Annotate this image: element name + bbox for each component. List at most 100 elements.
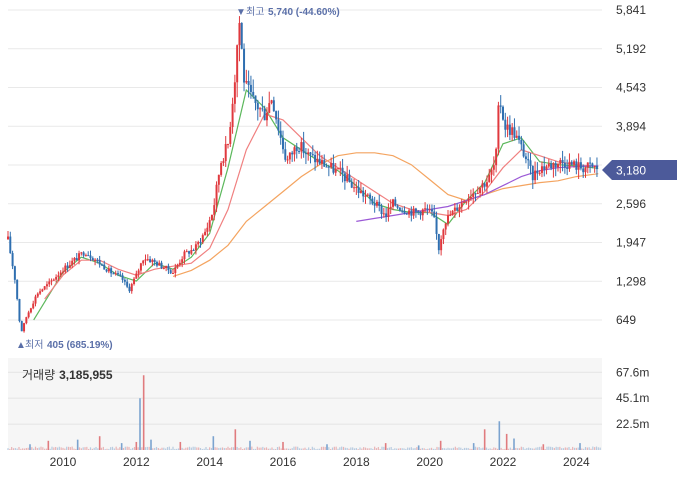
volume-bar [18, 446, 20, 450]
volume-bar [106, 448, 108, 450]
candle-body [43, 286, 46, 290]
volume-bar [130, 448, 132, 450]
volume-bar [220, 447, 222, 450]
volume-bar [31, 447, 33, 450]
candle-body [298, 151, 301, 153]
candle-body [403, 210, 406, 214]
x-tick-label: 2018 [343, 455, 370, 469]
volume-bar [359, 447, 361, 450]
candle-body [421, 209, 424, 216]
candle-body [130, 284, 133, 292]
volume-bar [141, 447, 143, 450]
volume-bar [62, 447, 64, 450]
volume-bar [264, 447, 266, 450]
volume-bar [551, 447, 554, 450]
candle-body [586, 162, 589, 168]
candle-body [408, 210, 411, 215]
volume-bar [374, 446, 376, 450]
candle-body [378, 201, 381, 206]
low-marker-value: 405 (685.19%) [47, 340, 113, 351]
candle-body [9, 236, 12, 254]
candle-body [508, 124, 511, 135]
candle-body [469, 197, 472, 199]
candle-body [385, 213, 388, 217]
volume-bar [86, 446, 88, 450]
candle-body [332, 163, 335, 173]
candle-body [295, 147, 298, 152]
volume-bar [221, 447, 224, 450]
volume-bar [152, 448, 154, 450]
candle-body [300, 142, 303, 152]
candle-body [229, 127, 232, 144]
candle-body [169, 270, 172, 274]
volume-bar [104, 449, 106, 450]
volume-bar [293, 446, 295, 450]
volume-bar [489, 448, 491, 450]
volume-bar [396, 448, 398, 450]
volume-bar [432, 448, 434, 450]
candle-body [45, 284, 48, 287]
candle-body [94, 259, 97, 261]
volume-bar [370, 448, 372, 450]
volume-bar [265, 447, 268, 450]
x-tick-label: 2014 [196, 455, 223, 469]
candle-body [515, 135, 518, 138]
candle-body [194, 244, 197, 251]
candle-body [307, 152, 310, 155]
volume-bar [465, 447, 467, 450]
volume-bar [258, 447, 260, 450]
volume-bar [38, 447, 40, 450]
volume-bar [113, 448, 115, 450]
volume-bar [540, 446, 543, 450]
volume-bar [436, 446, 438, 450]
volume-bar [78, 447, 81, 450]
candle-body [96, 259, 99, 261]
volume-bar [111, 446, 114, 450]
volume-bar [355, 447, 357, 450]
volume-bar [346, 447, 348, 450]
candle-body [518, 135, 521, 140]
candle-body [405, 213, 408, 215]
candle-body [172, 273, 174, 275]
candle-body [309, 152, 312, 155]
candle-body [222, 161, 225, 164]
volume-bar [313, 447, 315, 450]
candle-body [449, 215, 452, 217]
volume-bar [166, 447, 169, 450]
volume-bar [425, 448, 427, 450]
volume-bar [27, 447, 29, 450]
volume-bar [56, 447, 59, 450]
candle-body [591, 163, 594, 167]
volume-bar [73, 448, 75, 450]
candle-body [62, 271, 64, 273]
candle-body [472, 193, 475, 198]
high-marker: ▼ 최고 5,740 (-44.60%) [236, 6, 340, 18]
volume-bar [203, 448, 205, 450]
volume-bar [447, 447, 449, 450]
volume-bar [524, 448, 526, 450]
volume-bar [93, 447, 95, 450]
volume-bar [286, 448, 288, 450]
volume-tick-label: 22.5m [616, 417, 649, 431]
candle-body [29, 308, 32, 313]
volume-bar [403, 448, 405, 450]
candle-body [593, 166, 596, 168]
volume-bar [546, 446, 548, 450]
volume-bar [7, 448, 9, 450]
candle-body [362, 190, 365, 197]
candle-body [82, 252, 85, 256]
volume-bar [414, 448, 416, 450]
volume-bar [242, 448, 244, 450]
volume-bar [60, 447, 62, 450]
volume-bar [102, 446, 104, 450]
volume-bar [344, 447, 346, 450]
candle-body [366, 194, 369, 196]
volume-bar [172, 446, 174, 450]
volume-bar [407, 447, 409, 450]
volume-bar [275, 449, 277, 450]
volume-bar [82, 447, 84, 450]
candle-body [414, 208, 417, 212]
candle-body [410, 210, 413, 216]
volume-bar [357, 449, 359, 450]
volume-bar [502, 449, 504, 450]
